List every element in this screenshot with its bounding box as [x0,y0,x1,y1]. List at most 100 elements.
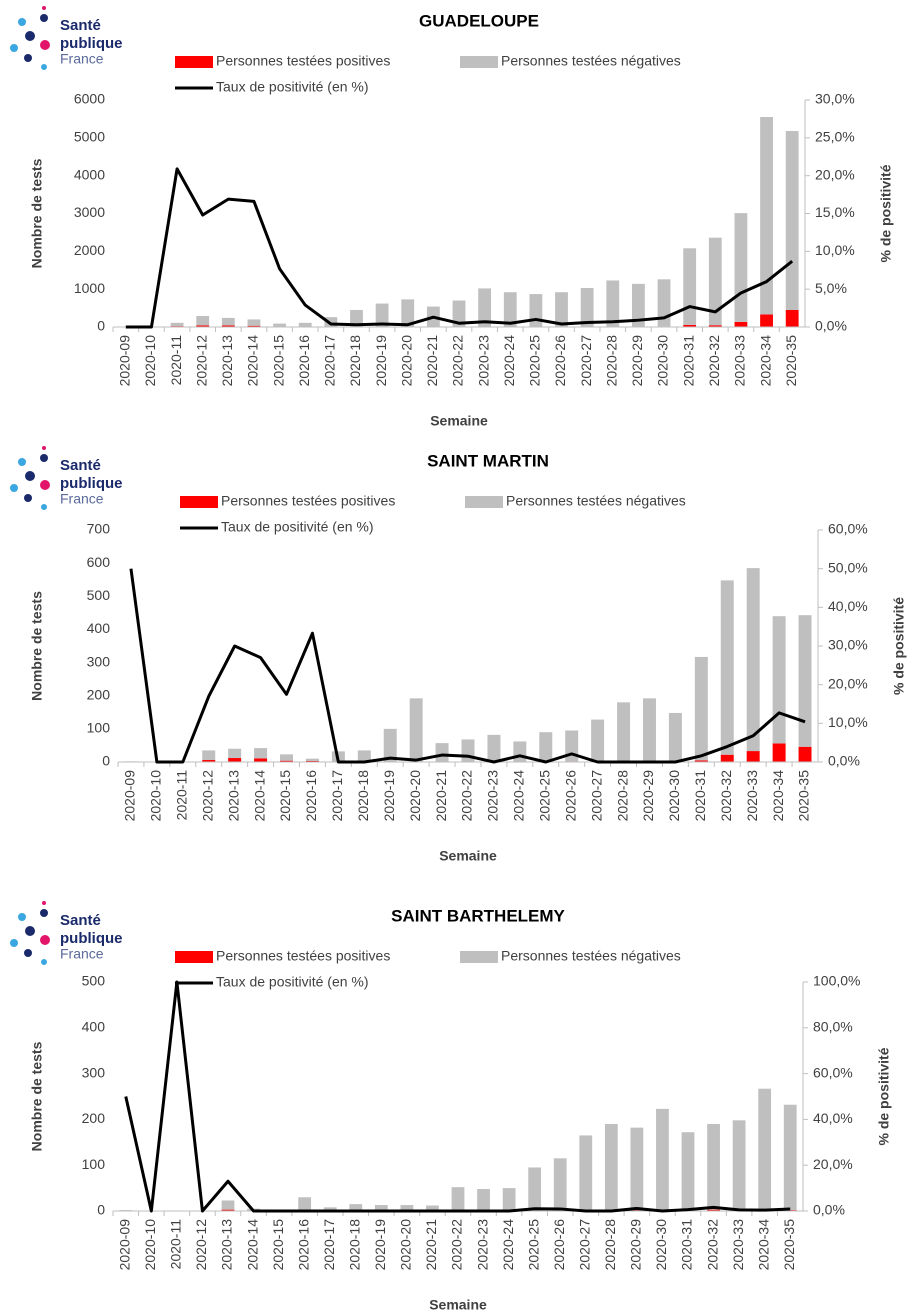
x-tick-label: 2020-24 [501,335,517,387]
x-tick-label: 2020-27 [576,1219,592,1271]
x-tick-label: 2020-22 [449,1219,465,1271]
y-tick-label: 100 [82,1156,106,1172]
bar [170,322,184,327]
y-tick-label: 2000 [74,242,105,258]
bar [221,1200,235,1210]
bar [772,743,786,762]
x-tick-label: 2020-13 [219,1219,235,1271]
y-tick-label: 400 [87,620,111,636]
x-tick-label: 2020-11 [168,335,184,386]
x-tick-label: 2020-19 [373,335,389,387]
bar [401,299,415,327]
y-tick-label: 400 [82,1019,106,1035]
y2-tick-label: 0,0% [828,753,860,769]
bar [707,1123,720,1210]
bar [221,317,235,326]
brand-name: publique [60,35,123,52]
x-tick-label: 2020-10 [142,335,158,387]
bar [746,751,760,762]
y-tick-label: 0 [97,1202,105,1218]
x-tick-label: 2020-21 [424,335,440,387]
bar [478,288,492,327]
x-tick-label: 2020-12 [199,770,215,822]
bar [760,117,773,315]
bar [247,319,261,326]
x-tick-label: 2020-25 [525,1219,541,1271]
x-tick-label: 2020-20 [407,770,423,822]
bar [247,325,261,327]
bar [798,746,812,762]
logo-dot [42,446,46,450]
bar [400,1205,414,1211]
logo-dot [10,939,18,947]
x-tick-label: 2020-17 [329,770,345,822]
x-tick-label: 2020-33 [732,335,748,387]
x-tick-label: 2020-16 [296,335,312,387]
x-tick-label: 2020-31 [680,335,696,387]
bar [528,1167,542,1211]
x-tick-label: 2020-32 [718,770,734,822]
y-tick-label: 300 [82,1064,106,1080]
logo-dot [24,949,32,957]
y2-tick-label: 40,0% [828,598,868,614]
y2-tick-label: 0,0% [813,1202,845,1218]
x-tick-label: 2020-20 [398,1219,414,1271]
x-tick-label: 2020-09 [116,1219,132,1271]
x-tick-label: 2020-29 [640,770,656,822]
x-tick-label: 2020-32 [706,335,722,387]
logo-dot [18,458,26,466]
bar [694,656,708,761]
bar [591,719,605,762]
bar [580,288,594,327]
bar [681,1132,695,1211]
logo-dot [41,959,47,965]
x-tick-label: 2020-27 [588,770,604,822]
x-tick-label: 2020-28 [602,1219,618,1271]
x-tick-label: 2020-22 [459,770,475,822]
bar [298,322,312,327]
bar [734,213,748,322]
legend-label: Taux de positivité (en %) [216,79,369,95]
brand-name: France [60,51,104,67]
bar [617,702,631,762]
x-tick-label: 2020-11 [174,770,190,821]
x-tick-label: 2020-18 [347,335,363,387]
logo-dot [24,494,32,502]
bar [477,1189,490,1211]
bar [305,758,319,762]
bar [760,314,773,327]
bar [772,616,786,744]
x-tick-label: 2020-10 [148,770,164,822]
bar [683,248,697,325]
logo-dot [25,926,35,936]
x-tick-label: 2020-31 [692,770,708,822]
bar [273,323,286,327]
y-tick-label: 500 [87,587,111,603]
x-tick-label: 2020-35 [783,335,799,387]
x-tick-label: 2020-13 [219,335,235,387]
bar [254,748,268,759]
positivity-line [129,568,806,764]
x-tick-label: 2020-34 [770,770,786,822]
bar [350,309,363,327]
brand-name: France [60,946,104,962]
bar [513,741,527,762]
bar [202,750,216,761]
bar [720,754,734,762]
y-tick-label: 600 [87,554,111,570]
x-tick-label: 2020-16 [295,1219,311,1271]
logo-dot [10,484,18,492]
logo-dot [40,40,50,50]
bar [579,1135,593,1211]
x-tick-label: 2020-17 [322,335,338,387]
bar [785,131,799,310]
x-tick-label: 2020-35 [781,1219,797,1271]
x-axis-label: Semaine [430,413,488,429]
x-tick-label: 2020-25 [536,770,552,822]
y-axis-label: Nombre de tests [29,158,45,268]
x-tick-label: 2020-21 [423,1219,439,1271]
bar [785,309,799,327]
y2-tick-label: 40,0% [813,1110,853,1126]
bar [708,237,722,326]
